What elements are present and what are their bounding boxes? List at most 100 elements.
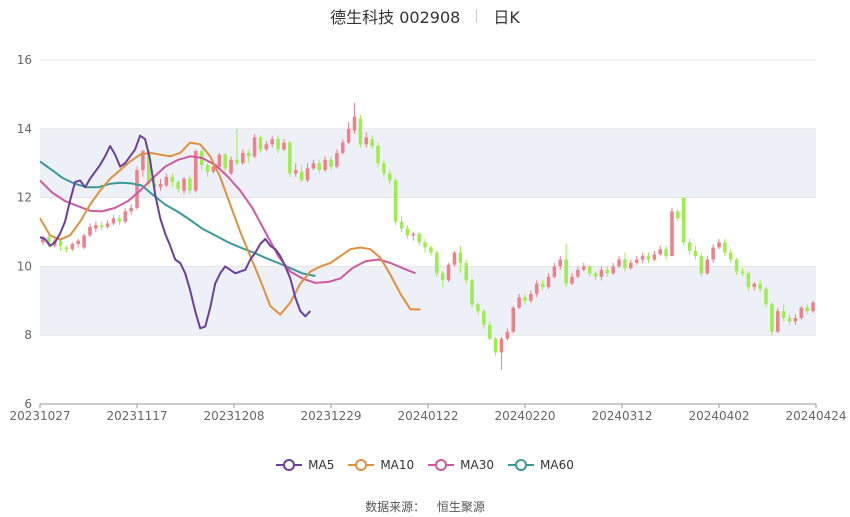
period-label[interactable]: 日K [493, 8, 520, 27]
header-divider [476, 9, 478, 23]
candle-body [329, 159, 333, 167]
candle-body [452, 252, 457, 265]
x-tick-label: 20231027 [9, 409, 70, 423]
candle-body [299, 171, 304, 181]
candle-body [582, 266, 586, 270]
candle-body [799, 307, 804, 318]
candle-body [141, 151, 145, 171]
candle-body [99, 225, 104, 227]
candle-body [758, 283, 762, 289]
legend-label-ma10: MA10 [380, 458, 415, 472]
candle-body [599, 269, 604, 277]
legend-item-ma10[interactable]: MA10 [348, 458, 414, 472]
candle-body [787, 318, 792, 322]
x-tick-label: 20231208 [203, 409, 264, 423]
candle-body [540, 283, 545, 288]
candle-body [564, 259, 568, 284]
candle-body [352, 116, 357, 131]
candle-body [435, 252, 439, 274]
candle-body [711, 247, 715, 260]
candle-body [576, 269, 580, 277]
candle-body [235, 159, 239, 164]
chart-legend: MA5 MA10 MA30 MA60 [0, 458, 850, 472]
candle-body [70, 244, 75, 250]
candle-body [664, 249, 668, 257]
candle-body [82, 235, 86, 248]
legend-item-ma30[interactable]: MA30 [428, 458, 494, 472]
candle-body [476, 304, 480, 312]
candle-body [423, 242, 427, 248]
candle-body [117, 218, 122, 222]
y-tick-label: 10 [17, 259, 32, 273]
candle-body [182, 178, 186, 191]
candle-body [793, 318, 798, 322]
candle-body [740, 271, 745, 274]
candle-body [311, 163, 316, 169]
candle-body [282, 142, 286, 150]
x-tick-label: 20240220 [494, 409, 555, 423]
candle-body [534, 283, 539, 294]
candle-body [482, 311, 486, 325]
y-tick-label: 16 [17, 53, 32, 67]
x-tick-label: 20240424 [785, 409, 846, 423]
candle-body [105, 223, 110, 227]
candle-body [781, 311, 786, 318]
candle-body [734, 259, 739, 272]
legend-item-ma60[interactable]: MA60 [508, 458, 574, 472]
candle-body [388, 173, 392, 181]
candle-body [382, 163, 386, 174]
candle-body [370, 139, 374, 146]
candle-body [188, 178, 192, 191]
candle-body [464, 262, 468, 281]
chart-header: 德生科技 002908 日K [0, 4, 850, 28]
candle-body [405, 228, 410, 236]
candle-body [194, 151, 198, 191]
candle-body [493, 338, 498, 353]
candle-body [229, 159, 233, 174]
candle-body [429, 247, 433, 253]
candle-body [505, 331, 510, 339]
candle-body [652, 254, 657, 260]
data-source: 数据来源： 恒生聚源 [0, 498, 850, 515]
candle-body [258, 137, 263, 150]
x-tick-label: 20240312 [591, 409, 652, 423]
y-tick-label: 12 [17, 191, 32, 205]
candle-body [552, 266, 557, 277]
legend-item-ma5[interactable]: MA5 [276, 458, 334, 472]
candle-body [158, 183, 163, 188]
candle-body [587, 266, 592, 274]
candle-body [776, 311, 780, 332]
candle-body [640, 256, 645, 260]
x-tick-label: 20240122 [397, 409, 458, 423]
candle-body [458, 252, 463, 263]
candle-body [517, 297, 521, 308]
candle-body [41, 237, 45, 243]
candle-body [58, 240, 63, 246]
candle-body [570, 276, 574, 284]
candle-body [276, 139, 280, 150]
candle-body [728, 252, 733, 260]
candle-body [717, 242, 721, 248]
candle-body [146, 151, 151, 184]
candle-body [340, 142, 345, 153]
candle-body [546, 276, 551, 288]
candle-body [646, 256, 651, 260]
candle-body [623, 259, 627, 269]
candle-body [746, 273, 751, 288]
legend-marker-ma10 [348, 459, 375, 471]
candle-body [499, 338, 504, 353]
candle-body [376, 146, 380, 164]
candle-body [88, 226, 92, 236]
candle-body [252, 137, 257, 157]
x-tick-label: 20231117 [106, 409, 167, 423]
legend-marker-ma60 [508, 459, 535, 471]
candle-body [705, 259, 710, 274]
legend-label-ma60: MA60 [540, 458, 574, 472]
candle-body [693, 250, 698, 257]
candle-body [634, 259, 639, 263]
candle-body [288, 142, 292, 174]
candle-body [764, 288, 768, 305]
candle-body [670, 211, 674, 257]
candle-body [529, 293, 533, 301]
candle-body [170, 176, 175, 183]
